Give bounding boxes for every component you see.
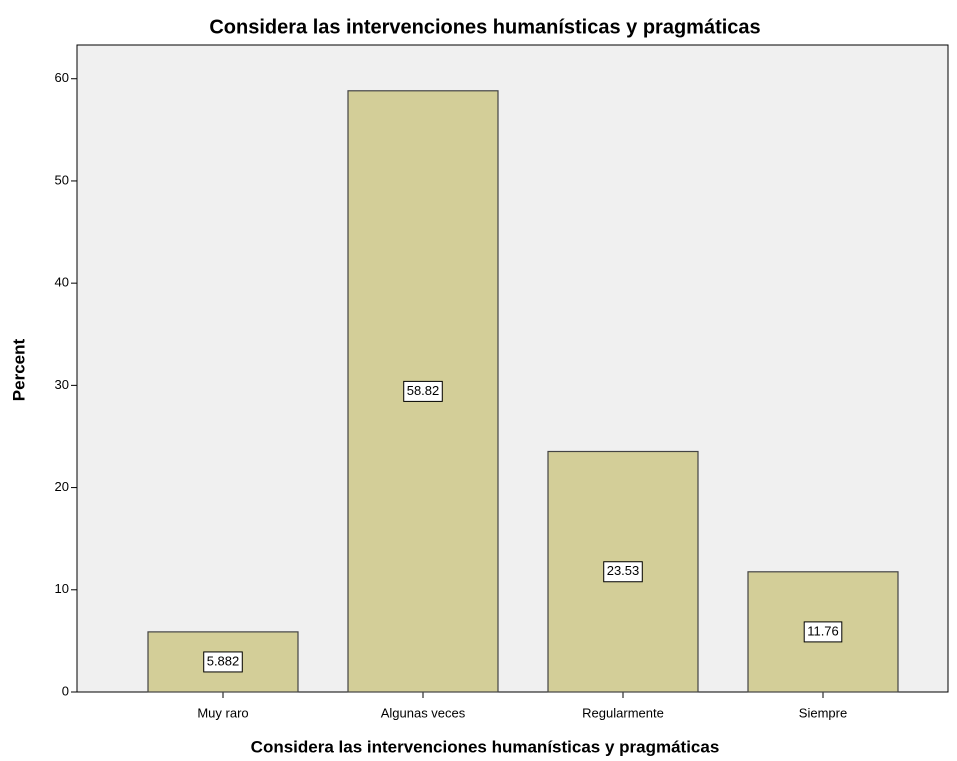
y-tick-label: 50 (55, 172, 69, 187)
x-tick-label: Algunas veces (381, 705, 466, 720)
x-tick-label: Siempre (799, 705, 847, 720)
chart-title: Considera las intervenciones humanística… (209, 16, 760, 38)
bar (347, 90, 499, 693)
value-label-box (403, 380, 443, 402)
y-axis-label: Percent (9, 338, 28, 401)
value-label: 11.76 (807, 623, 839, 638)
x-axis-label: Considera las intervenciones humanística… (251, 737, 720, 756)
y-tick-label: 10 (55, 581, 69, 596)
value-label-box (603, 561, 643, 583)
value-label-box (203, 651, 243, 673)
x-tick-label: Regularmente (582, 705, 664, 720)
value-label: 5.882 (207, 653, 240, 668)
x-tick-label: Muy raro (197, 705, 248, 720)
value-label-box (803, 621, 843, 643)
y-tick-label: 40 (55, 275, 69, 290)
y-tick-label: 20 (55, 479, 69, 494)
y-tick-label: 30 (55, 377, 69, 392)
value-label: 58.82 (407, 383, 440, 398)
value-label: 23.53 (607, 563, 640, 578)
y-tick-label: 60 (55, 70, 69, 85)
y-tick-label: 0 (62, 683, 69, 698)
